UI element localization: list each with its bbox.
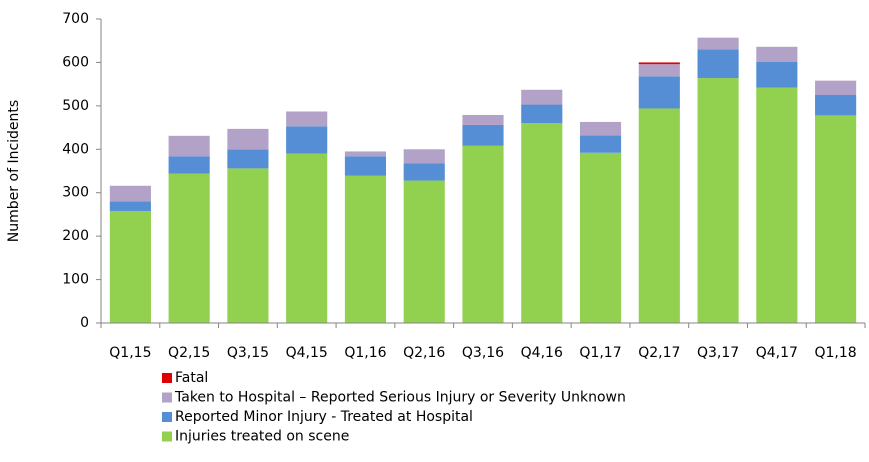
bar-segment bbox=[109, 185, 151, 202]
x-tick-label: Q1,16 bbox=[344, 345, 386, 361]
y-tick-label: 200 bbox=[62, 228, 89, 244]
bar-segment bbox=[579, 135, 622, 153]
x-tick-label: Q3,16 bbox=[462, 345, 504, 361]
x-tick-label: Q2,17 bbox=[638, 345, 680, 361]
y-tick-label: 0 bbox=[80, 315, 89, 331]
bar-segment bbox=[462, 145, 504, 323]
x-tick-label: Q4,17 bbox=[756, 345, 798, 361]
legend-label: Taken to Hospital – Reported Serious Inj… bbox=[174, 390, 626, 406]
bar-segment bbox=[697, 78, 739, 323]
bar-segment bbox=[109, 201, 151, 211]
bar-segment bbox=[168, 173, 210, 323]
y-tick-label: 400 bbox=[62, 141, 89, 157]
y-tick-label: 100 bbox=[62, 272, 89, 288]
legend-swatch bbox=[162, 412, 172, 422]
legend-label: Injuries treated on scene bbox=[175, 429, 349, 445]
bar-segment bbox=[168, 156, 210, 174]
bar-segment bbox=[286, 126, 328, 154]
x-tick-label: Q1,18 bbox=[815, 345, 857, 361]
bar-segment bbox=[286, 111, 328, 127]
bar-segment bbox=[344, 156, 387, 176]
bar-segment bbox=[462, 124, 504, 146]
legend-swatch bbox=[162, 431, 172, 442]
bar-segment bbox=[403, 149, 445, 164]
legend-label: Reported Minor Injury - Treated at Hospi… bbox=[175, 409, 473, 425]
bar-segment bbox=[227, 128, 269, 150]
bar-segment bbox=[756, 46, 798, 62]
bar-segment bbox=[815, 115, 857, 323]
bar-segment bbox=[109, 210, 151, 323]
bar-segment bbox=[697, 37, 739, 50]
bar-segment bbox=[403, 163, 445, 181]
bar-segment bbox=[815, 95, 857, 116]
bar-segment bbox=[638, 62, 680, 65]
y-tick-label: 700 bbox=[62, 11, 89, 27]
bar-segment bbox=[638, 76, 680, 109]
bar-segment bbox=[227, 168, 269, 323]
legend-swatch bbox=[162, 373, 172, 383]
y-tick-label: 300 bbox=[62, 185, 89, 201]
x-tick-label: Q1,17 bbox=[579, 345, 621, 361]
x-tick-label: Q1,15 bbox=[109, 345, 151, 361]
bar-segment bbox=[579, 152, 622, 323]
bar-segment bbox=[521, 89, 563, 105]
x-tick-label: Q3,15 bbox=[227, 345, 269, 361]
bar-segment bbox=[756, 61, 798, 88]
bar-segment bbox=[521, 123, 563, 323]
y-tick-label: 600 bbox=[62, 54, 89, 70]
bar-segment bbox=[638, 108, 680, 323]
bar-segment bbox=[521, 104, 563, 124]
legend-label: Fatal bbox=[175, 370, 208, 386]
x-tick-label: Q2,15 bbox=[168, 345, 210, 361]
bar-segment bbox=[697, 49, 739, 79]
bar-segment bbox=[344, 151, 387, 157]
x-tick-label: Q3,17 bbox=[697, 345, 739, 361]
y-axis-title: Number of Incidents bbox=[6, 100, 22, 242]
bar-segment bbox=[227, 149, 269, 169]
bar-segment bbox=[756, 87, 798, 323]
bar-segment bbox=[403, 180, 445, 323]
x-tick-label: Q4,15 bbox=[286, 345, 328, 361]
bar-segment bbox=[815, 80, 857, 95]
bar-segment bbox=[168, 135, 210, 157]
bar-segment bbox=[579, 121, 622, 136]
bar-segment bbox=[462, 114, 504, 125]
x-tick-label: Q2,16 bbox=[403, 345, 445, 361]
x-tick-label: Q4,16 bbox=[521, 345, 563, 361]
legend-swatch bbox=[162, 392, 172, 403]
bar-segment bbox=[344, 175, 387, 323]
y-tick-label: 500 bbox=[62, 98, 89, 114]
bar-segment bbox=[286, 153, 328, 323]
bar-segment bbox=[638, 64, 680, 77]
